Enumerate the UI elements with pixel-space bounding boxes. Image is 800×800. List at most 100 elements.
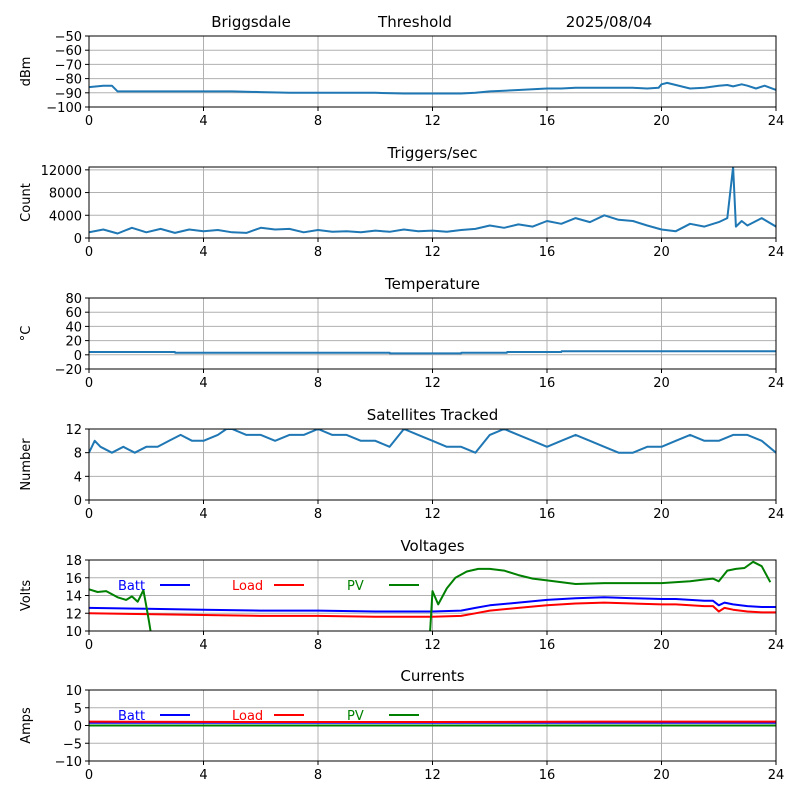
panel-currents: Currents Amps Batt Load PV 0 4 8 12 16 20 24 −10 −5 0 5… [19, 667, 784, 783]
series-line-satellites [89, 429, 776, 454]
x-tick-label: 12 [424, 245, 441, 260]
y-tick-label: 0 [74, 494, 82, 509]
x-tick-label: 24 [768, 245, 785, 260]
panel-voltages: Voltages Volts Batt Load PV 0 4 8 12 16 20 24 10 12 14… [19, 537, 784, 653]
x-tick-label: 16 [539, 768, 556, 783]
x-tick-label: 12 [424, 114, 441, 129]
x-tick-label: 4 [199, 114, 207, 129]
y-tick-label: −100 [46, 101, 82, 116]
x-tick-label: 12 [424, 507, 441, 522]
x-tick-label: 4 [199, 768, 207, 783]
x-tick-label: 12 [424, 376, 441, 391]
x-tick-label: 8 [314, 507, 322, 522]
y-tick-label: 4000 [49, 209, 82, 224]
y-tick-label: −80 [55, 73, 82, 88]
legend-label: Batt [118, 709, 145, 724]
x-tick-label: 0 [85, 114, 93, 129]
panel-title: Satellites Tracked [367, 406, 498, 424]
x-tick-label: 20 [653, 245, 670, 260]
panel-title: Triggers/sec [387, 144, 478, 162]
y-tick-label: 4 [74, 470, 82, 485]
x-tick-label: 4 [199, 245, 207, 260]
y-tick-label: 18 [65, 554, 82, 569]
panel-triggers: Triggers/sec Count 0 4 8 12 16 20 24 0 4000 8000 120… [19, 144, 784, 260]
series-line-load [89, 601, 776, 618]
series-line-triggers [89, 167, 776, 235]
header-date: 2025/08/04 [566, 13, 652, 31]
x-tick-label: 12 [424, 768, 441, 783]
y-tick-label: 80 [65, 292, 82, 307]
y-axis-label: Number [19, 438, 34, 491]
y-tick-label: 8000 [49, 187, 82, 202]
header-mode: Threshold [377, 13, 452, 31]
y-tick-label: 12 [65, 423, 82, 438]
y-axis-label: Count [19, 183, 34, 222]
legend-label: Load [232, 709, 263, 724]
x-tick-label: 20 [653, 376, 670, 391]
x-tick-label: 4 [199, 638, 207, 653]
x-tick-label: 20 [653, 638, 670, 653]
x-tick-label: 4 [199, 376, 207, 391]
x-tick-label: 0 [85, 507, 93, 522]
y-tick-label: 10 [65, 684, 82, 699]
x-tick-label: 24 [768, 376, 785, 391]
legend-label: PV [347, 579, 364, 594]
series-line-signal [89, 81, 776, 95]
y-axis-label: dBm [19, 57, 34, 87]
y-tick-label: 14 [65, 590, 82, 605]
x-tick-label: 8 [314, 114, 322, 129]
legend-label: PV [347, 709, 364, 724]
panel-satellites: Satellites Tracked Number 0 4 8 12 16 20 24 0 4 8 12 [19, 406, 784, 522]
x-tick-label: 24 [768, 638, 785, 653]
y-tick-label: 10 [65, 625, 82, 640]
y-tick-label: 20 [65, 335, 82, 350]
x-tick-label: 24 [768, 507, 785, 522]
y-axis-label: Amps [19, 707, 34, 744]
y-tick-label: 12000 [41, 164, 82, 179]
x-tick-label: 20 [653, 768, 670, 783]
y-tick-label: −90 [55, 87, 82, 102]
x-tick-label: 24 [768, 768, 785, 783]
x-tick-label: 8 [314, 768, 322, 783]
x-tick-label: 0 [85, 245, 93, 260]
y-tick-label: 40 [65, 320, 82, 335]
x-tick-label: 0 [85, 376, 93, 391]
panel-title: Currents [400, 667, 464, 685]
y-tick-label: −50 [55, 30, 82, 45]
x-tick-label: 12 [424, 638, 441, 653]
x-tick-label: 16 [539, 245, 556, 260]
x-tick-label: 8 [314, 376, 322, 391]
series-line-batt [89, 596, 776, 613]
y-tick-label: −5 [63, 737, 82, 752]
legend-label: Batt [118, 579, 145, 594]
x-tick-label: 16 [539, 114, 556, 129]
y-tick-label: 0 [74, 232, 82, 247]
x-tick-label: 0 [85, 768, 93, 783]
y-axis-label: Volts [19, 580, 34, 612]
series-line-pv [89, 560, 772, 631]
y-axis-label: °C [19, 326, 34, 342]
x-tick-label: 4 [199, 507, 207, 522]
series-line-temperature [89, 350, 776, 355]
y-tick-label: −20 [55, 363, 82, 378]
panel-signal: dBm 0 4 8 12 16 20 24 −100−90−80−70−60−50 [19, 30, 784, 129]
y-tick-label: 60 [65, 306, 82, 321]
x-tick-label: 20 [653, 507, 670, 522]
y-tick-label: 12 [65, 607, 82, 622]
y-tick-label: 16 [65, 572, 82, 587]
y-tick-label: −10 [55, 755, 82, 770]
panel-title: Temperature [384, 275, 480, 293]
x-tick-label: 16 [539, 376, 556, 391]
x-tick-label: 8 [314, 245, 322, 260]
y-tick-label: −60 [55, 44, 82, 59]
x-tick-label: 16 [539, 507, 556, 522]
x-tick-label: 24 [768, 114, 785, 129]
x-tick-label: 8 [314, 638, 322, 653]
y-tick-label: −70 [55, 58, 82, 73]
x-tick-label: 16 [539, 638, 556, 653]
y-tick-label: 0 [74, 349, 82, 364]
legend-label: Load [232, 579, 263, 594]
